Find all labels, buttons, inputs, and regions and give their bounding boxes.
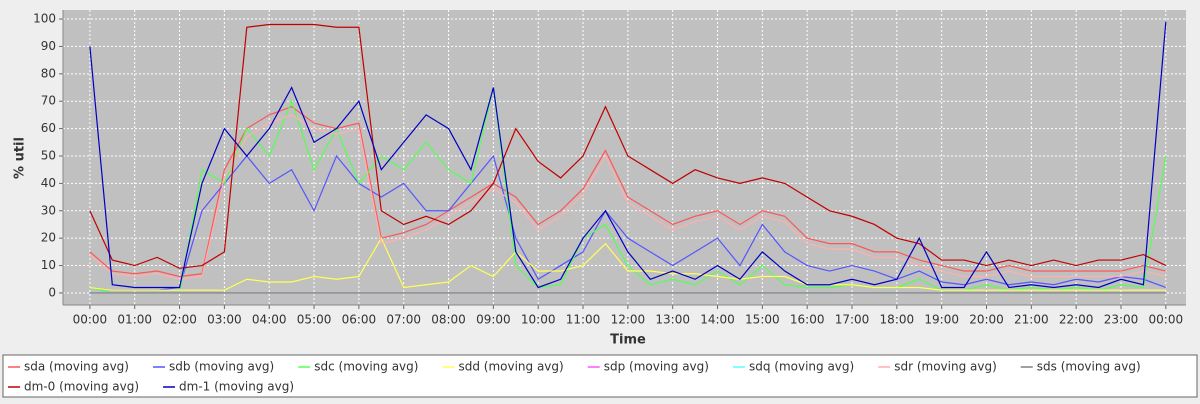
x-tick-label: 00:00 [73, 313, 108, 327]
y-tick-label: 30 [41, 203, 56, 217]
x-tick-label: 18:00 [880, 313, 915, 327]
x-tick-label: 21:00 [1014, 313, 1049, 327]
legend-label: sdq (moving avg) [749, 360, 854, 374]
series-line [89, 21, 1167, 289]
x-tick-label: 12:00 [611, 313, 646, 327]
x-tick-label: 05:00 [297, 313, 332, 327]
series-line [89, 87, 1167, 294]
x-tick-label: 19:00 [924, 313, 959, 327]
y-tick-label: 90 [41, 39, 56, 53]
y-tick-label: 0 [48, 285, 56, 299]
x-tick-label: 06:00 [342, 313, 377, 327]
x-tick-label: 14:00 [700, 313, 735, 327]
x-tick-label: 20:00 [969, 313, 1004, 327]
series-line [89, 23, 1167, 269]
legend-label: sdp (moving avg) [604, 360, 709, 374]
legend-label: sds (moving avg) [1037, 360, 1141, 374]
series-line [89, 236, 1166, 291]
y-axis-label: % util [13, 137, 28, 179]
legend-label: dm-1 (moving avg) [179, 380, 294, 394]
x-tick-label: 17:00 [835, 313, 870, 327]
legend [2, 354, 1198, 398]
x-tick-label: 08:00 [431, 313, 466, 327]
x-tick-label: 04:00 [252, 313, 287, 327]
legend-label: dm-0 (moving avg) [24, 380, 139, 394]
series-line [89, 106, 1166, 278]
x-tick-label: 02:00 [162, 313, 197, 327]
plot-area [63, 10, 1186, 305]
legend-label: sdb (moving avg) [169, 360, 274, 374]
legend-label: sdr (moving avg) [894, 360, 997, 374]
y-tick-label: 60 [41, 121, 56, 135]
legend-label: sda (moving avg) [24, 360, 129, 374]
series-line [89, 114, 1166, 280]
y-tick-label: 100 [33, 12, 56, 26]
series-line [89, 154, 1167, 291]
y-tick-label: 10 [41, 258, 56, 272]
x-tick-label: 03:00 [207, 313, 242, 327]
x-tick-label: 11:00 [566, 313, 601, 327]
x-tick-label: 10:00 [521, 313, 556, 327]
legend-label: sdd (moving avg) [458, 360, 563, 374]
x-tick-label: 23:00 [1104, 313, 1139, 327]
x-tick-label: 01:00 [117, 313, 152, 327]
y-tick-label: 70 [41, 94, 56, 108]
x-tick-label: 07:00 [386, 313, 421, 327]
x-tick-label: 00:00 [1149, 313, 1184, 327]
x-tick-label: 09:00 [476, 313, 511, 327]
x-tick-label: 16:00 [790, 313, 825, 327]
x-tick-label: 15:00 [745, 313, 780, 327]
y-tick-label: 80 [41, 66, 56, 80]
legend-label: sdc (moving avg) [314, 360, 418, 374]
y-tick-label: 40 [41, 176, 56, 190]
x-axis-label: Time [610, 333, 646, 348]
x-tick-label: 22:00 [1059, 313, 1094, 327]
y-tick-label: 20 [41, 231, 56, 245]
x-tick-label: 13:00 [655, 313, 690, 327]
y-tick-label: 50 [41, 148, 56, 162]
